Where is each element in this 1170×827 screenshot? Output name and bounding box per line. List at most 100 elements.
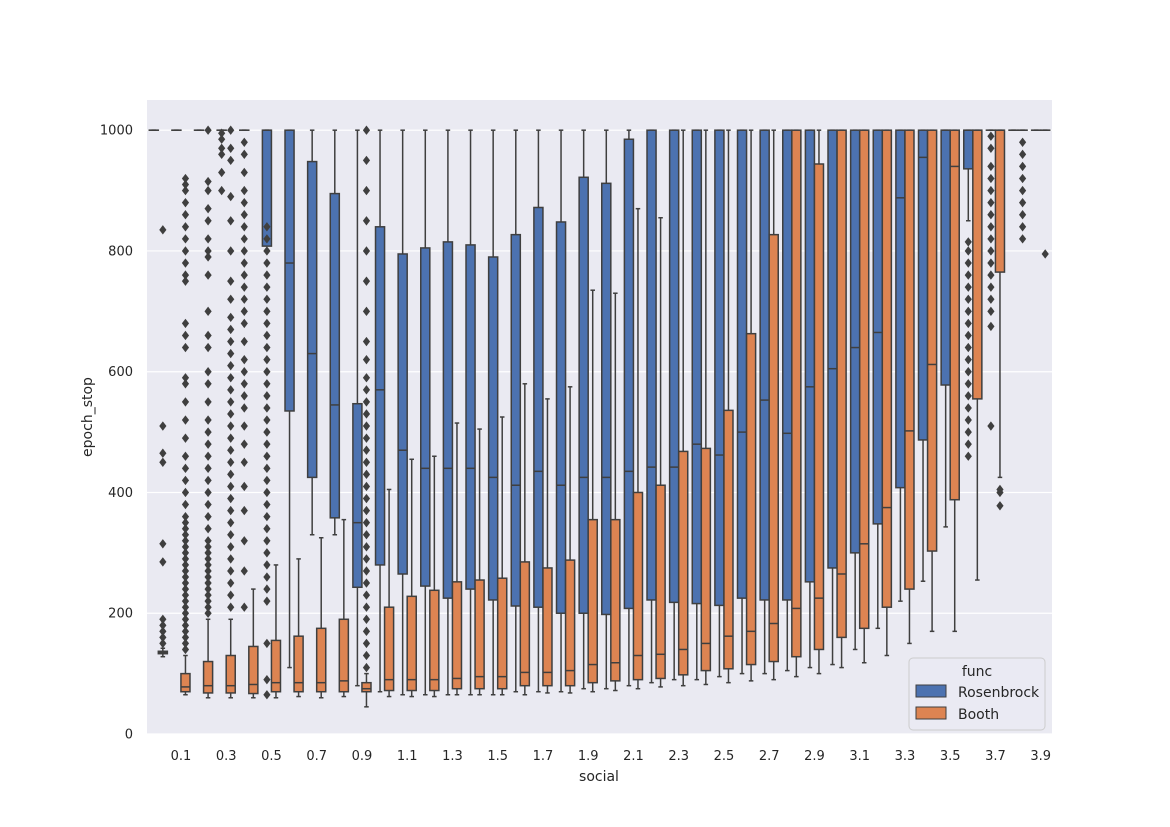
outlier-point <box>181 330 190 341</box>
box-iqr <box>736 129 748 599</box>
box-booth <box>225 125 236 699</box>
outlier-point <box>362 650 371 661</box>
box-iqr <box>791 129 802 658</box>
box-booth <box>1039 129 1051 259</box>
box-booth <box>655 216 666 688</box>
outlier-point <box>362 638 371 649</box>
box-iqr <box>496 577 508 690</box>
outlier-point <box>227 445 235 455</box>
outlier-point <box>964 415 972 425</box>
box-booth <box>202 125 214 699</box>
outlier-point <box>263 596 271 606</box>
outlier-point <box>263 318 271 329</box>
outlier-point <box>204 415 212 425</box>
outlier-point <box>263 330 271 341</box>
outlier-point <box>362 578 371 588</box>
box-iqr <box>972 129 983 400</box>
box-iqr <box>963 129 974 170</box>
outlier-point <box>1018 149 1027 160</box>
outlier-point <box>159 225 167 235</box>
box-rosenbrock <box>533 129 544 693</box>
outlier-point <box>362 554 371 564</box>
box-booth <box>338 518 350 698</box>
box-booth <box>564 386 576 694</box>
outlier-point <box>240 270 248 280</box>
outlier-point <box>263 560 271 570</box>
outlier-point <box>227 143 235 153</box>
box-rosenbrock <box>487 129 499 696</box>
outlier-point <box>987 222 995 232</box>
x-tick-label: 2.9 <box>804 749 825 764</box>
box-iqr <box>487 256 499 601</box>
outlier-point <box>240 367 248 377</box>
box-iqr <box>782 129 793 601</box>
legend-swatch-booth <box>915 706 947 720</box>
box-rosenbrock <box>465 129 476 696</box>
box-booth <box>270 564 282 699</box>
outlier-point <box>362 216 371 226</box>
outlier-point <box>362 385 371 395</box>
box-iqr <box>352 402 363 589</box>
outlier-point <box>181 415 190 425</box>
box-rosenbrock <box>578 129 589 690</box>
box-layer <box>148 125 1051 708</box>
outlier-point <box>181 566 190 576</box>
box-booth <box>1017 129 1028 244</box>
outlier-point <box>181 258 190 268</box>
outlier-point <box>181 626 190 637</box>
x-tick-label: 1.9 <box>578 749 599 764</box>
box-booth <box>474 428 485 696</box>
box-booth <box>496 416 508 696</box>
outlier-point <box>240 197 248 208</box>
outlier-point <box>362 155 371 166</box>
outlier-point <box>263 415 271 425</box>
box-iqr <box>338 618 350 693</box>
outlier-point <box>263 524 271 534</box>
outlier-point <box>362 445 371 455</box>
outlier-point <box>159 448 167 458</box>
outlier-point <box>240 167 248 178</box>
outlier-point <box>240 481 248 492</box>
box-booth <box>813 129 825 675</box>
outlier-point <box>181 548 190 558</box>
outlier-point <box>204 499 212 510</box>
outlier-point <box>362 505 371 516</box>
outlier-point <box>181 542 190 552</box>
outlier-point <box>204 511 212 522</box>
outlier-point <box>240 602 248 612</box>
outlier-point <box>362 566 371 576</box>
outlier-point <box>218 185 226 196</box>
outlier-point <box>263 282 271 292</box>
box-iqr <box>768 233 779 663</box>
outlier-point <box>362 306 371 317</box>
outlier-point <box>227 324 235 335</box>
outlier-point <box>964 367 972 377</box>
box-iqr <box>745 332 757 666</box>
outlier-point <box>204 176 212 187</box>
outlier-point <box>240 391 248 401</box>
outlier-point <box>181 433 190 443</box>
outlier-point <box>181 487 190 498</box>
outlier-point <box>263 427 271 437</box>
outlier-point <box>204 602 212 612</box>
box-booth <box>451 422 463 696</box>
outlier-point <box>362 542 371 552</box>
outlier-point <box>240 566 248 576</box>
outlier-point <box>1018 173 1027 184</box>
outlier-point <box>181 572 190 582</box>
outlier-point <box>227 246 235 256</box>
outlier-point <box>263 270 271 280</box>
outlier-point <box>181 342 190 353</box>
outlier-point <box>362 469 371 480</box>
box-rosenbrock <box>985 129 997 431</box>
outlier-point <box>1018 185 1027 196</box>
x-tick-label: 3.5 <box>940 749 961 764</box>
outlier-point <box>362 336 371 347</box>
outlier-point <box>987 321 995 332</box>
outlier-point <box>964 427 972 437</box>
outlier-point <box>362 530 371 540</box>
x-tick-label: 2.5 <box>714 749 735 764</box>
outlier-point <box>204 234 212 244</box>
box-booth <box>248 588 259 699</box>
outlier-point <box>159 620 167 630</box>
